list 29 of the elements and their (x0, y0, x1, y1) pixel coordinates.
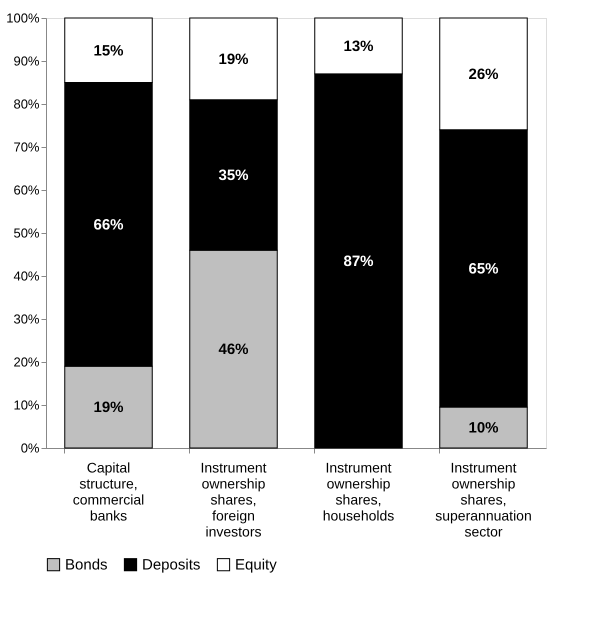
legend-label: Bonds (65, 556, 108, 574)
legend-label: Equity (235, 556, 278, 574)
y-tick-label: 20% (13, 354, 40, 370)
y-tick-label: 70% (13, 140, 40, 154)
y-tick-label: 40% (13, 268, 40, 284)
y-tick-label: 10% (13, 398, 40, 412)
data-label: 87% (343, 252, 374, 270)
x-tick-label: Instrument ownership shares, superannuation sector (435, 460, 532, 540)
data-label: 35% (218, 166, 249, 184)
data-label: 65% (468, 260, 499, 278)
x-tick-label: Capital structure, commercial banks (72, 460, 144, 524)
data-label: 66% (93, 216, 124, 234)
y-tick-label: 100% (6, 10, 40, 26)
y-tick-label: 50% (13, 226, 40, 240)
x-tick-label: Instrument ownership shares, foreign investors (200, 460, 267, 540)
x-tick-label: Instrument ownership shares, households (322, 460, 394, 524)
y-tick-label: 30% (13, 312, 40, 326)
data-label: 10% (468, 420, 499, 437)
data-label: 19% (93, 399, 124, 416)
y-tick-label: 80% (13, 96, 40, 112)
y-tick-label: 90% (13, 54, 40, 68)
data-label: 13% (343, 38, 374, 55)
data-label: 26% (468, 66, 499, 83)
data-label: 15% (93, 42, 124, 60)
legend-label: Deposits (142, 556, 200, 574)
data-label: 46% (218, 341, 249, 358)
y-tick-label: 60% (13, 182, 40, 198)
y-tick-label: 0% (20, 440, 40, 456)
data-label: 19% (218, 50, 249, 68)
